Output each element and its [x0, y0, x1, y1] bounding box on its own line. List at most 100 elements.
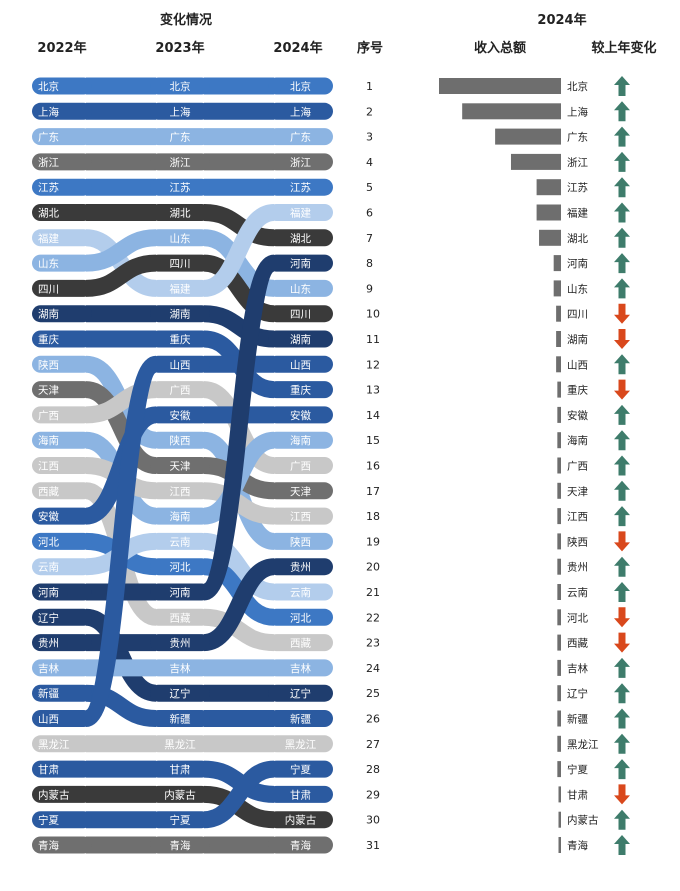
- rank-number: 23: [366, 637, 380, 650]
- rank-number: 1: [366, 80, 373, 93]
- pill-2024年-河北: [268, 608, 333, 626]
- pill-2023年-江苏: [150, 178, 210, 196]
- income-bar-label: 陕西: [567, 535, 588, 548]
- pill-2024年-江西: [268, 507, 333, 525]
- income-bar-天津: [557, 482, 561, 499]
- pill-2024年-云南: [268, 583, 333, 601]
- pill-2023年-河北: [150, 558, 210, 576]
- arrow-up-icon: [614, 354, 630, 375]
- link-四川: [85, 254, 157, 297]
- arrow-up-icon: [614, 556, 630, 577]
- income-bar-黑龙江: [557, 735, 561, 752]
- pill-2022年-贵州: [32, 634, 92, 652]
- pill-label: 湖北: [38, 208, 59, 220]
- pill-2023年-河南: [150, 583, 210, 601]
- income-bar-上海: [462, 103, 561, 120]
- pill-label: 内蒙古: [285, 814, 317, 827]
- rank-number: 8: [366, 257, 373, 270]
- link-天津: [84, 381, 158, 474]
- pill-2023年-四川: [150, 254, 210, 272]
- pill-2024年-北京: [268, 77, 333, 95]
- income-bar-河北: [557, 609, 561, 626]
- income-bar-福建: [536, 204, 561, 221]
- pill-2023年-西藏: [150, 608, 210, 626]
- pill-2022年-江苏: [32, 178, 92, 196]
- income-bar-浙江: [510, 153, 561, 170]
- pill-label: 浙江: [290, 157, 311, 169]
- pill-label: 山东: [38, 257, 59, 270]
- pill-label: 贵州: [290, 561, 311, 574]
- pill-label: 陕西: [290, 535, 311, 548]
- pill-label: 天津: [290, 486, 311, 498]
- pill-label: 北京: [290, 80, 311, 93]
- rank-number: 19: [366, 535, 380, 548]
- pill-2022年-广西: [32, 406, 92, 424]
- income-bar-label: 四川: [567, 309, 588, 321]
- pill-2024年-山西: [268, 355, 333, 373]
- pill-2022年-海南: [32, 431, 92, 449]
- pill-label: 云南: [290, 586, 311, 599]
- col-header-2024: 2024年: [273, 40, 322, 56]
- arrow-up-icon: [614, 480, 630, 501]
- pill-2022年-甘肃: [32, 760, 92, 778]
- pill-2023年-福建: [150, 279, 210, 297]
- pill-label: 贵州: [38, 637, 59, 650]
- pill-2024年-西藏: [268, 634, 333, 652]
- arrow-down-icon: [614, 632, 630, 653]
- rank-number: 20: [366, 561, 380, 574]
- income-bar-甘肃: [558, 786, 561, 803]
- link-河南: [200, 254, 278, 601]
- pill-label: 上海: [38, 105, 59, 118]
- pill-2022年-内蒙古: [32, 785, 92, 803]
- province-pills: 北京上海广东浙江江苏湖北福建山东四川湖南重庆陕西天津广西海南江西西藏安徽河北云南…: [32, 77, 333, 854]
- pill-label: 河南: [38, 586, 59, 599]
- income-bar-label: 福建: [567, 207, 588, 220]
- link-福建: [84, 229, 158, 297]
- pill-2023年-浙江: [150, 153, 210, 171]
- rank-number: 3: [366, 131, 373, 144]
- pill-label: 湖北: [170, 208, 191, 220]
- pill-label: 辽宁: [38, 611, 59, 624]
- pill-label: 青海: [38, 839, 59, 852]
- income-bar-广西: [557, 457, 561, 474]
- col-header-2023: 2023年: [155, 40, 204, 56]
- income-bar-label: 内蒙古: [567, 814, 599, 827]
- pill-label: 甘肃: [38, 763, 59, 776]
- pill-label: 四川: [290, 309, 311, 321]
- pill-2024年-吉林: [268, 659, 333, 677]
- pill-2023年-海南: [150, 507, 210, 525]
- pill-2023年-广东: [150, 128, 210, 146]
- income-bar-江苏: [536, 179, 561, 196]
- pill-label: 北京: [170, 80, 191, 93]
- pill-label: 湖南: [170, 308, 191, 321]
- rank-number: 28: [366, 763, 380, 776]
- pill-label: 天津: [170, 461, 191, 473]
- pill-label: 宁夏: [290, 763, 311, 776]
- income-bar-山西: [556, 356, 561, 373]
- pill-2023年-辽宁: [150, 684, 210, 702]
- rank-number: 21: [366, 586, 380, 599]
- pill-label: 山西: [170, 359, 191, 371]
- income-bar-湖南: [556, 331, 561, 347]
- pill-label: 内蒙古: [38, 788, 70, 801]
- income-bar-label: 河北: [567, 612, 588, 624]
- pill-label: 吉林: [38, 662, 59, 675]
- pill-label: 黑龙江: [285, 738, 317, 751]
- income-bar-宁夏: [557, 761, 561, 778]
- income-bar-label: 西藏: [567, 638, 588, 650]
- income-bar-label: 吉林: [567, 662, 588, 675]
- pill-label: 内蒙古: [164, 788, 196, 801]
- link-湖南: [203, 305, 275, 348]
- rank-number: 4: [366, 156, 373, 169]
- income-bar-label: 安徽: [567, 409, 588, 422]
- pill-label: 广东: [170, 131, 191, 144]
- pill-label: 吉林: [290, 662, 311, 675]
- pill-label: 重庆: [290, 384, 311, 397]
- rank-number: 16: [366, 460, 380, 473]
- link-辽宁: [84, 608, 158, 702]
- pill-label: 江西: [38, 461, 59, 473]
- pill-2022年-北京: [32, 77, 92, 95]
- pill-label: 广西: [290, 461, 311, 473]
- col-header-income: 收入总额: [474, 40, 526, 56]
- rank-number: 13: [366, 384, 380, 397]
